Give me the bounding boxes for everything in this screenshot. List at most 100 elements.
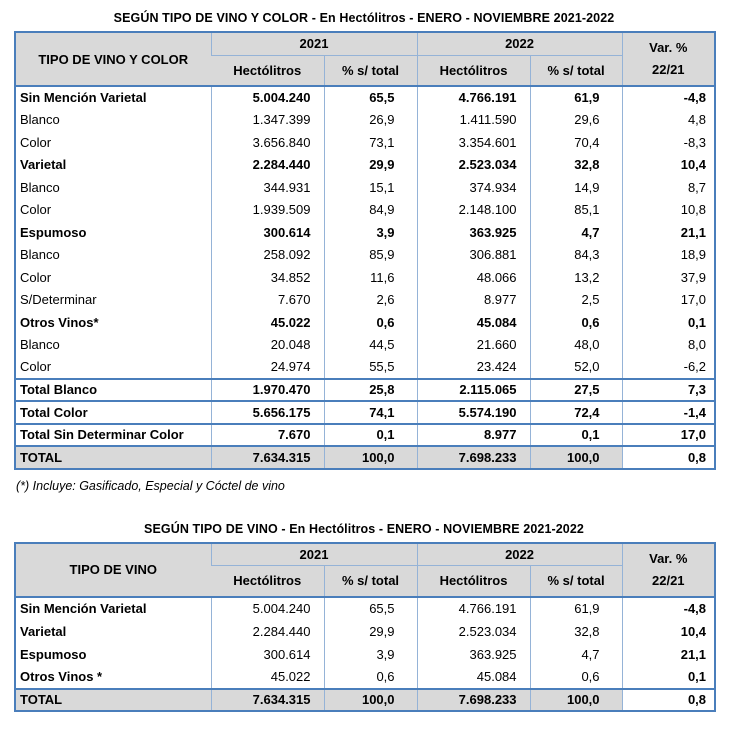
- table-row: Color 34.852 11,6 48.066 13,2 37,9: [15, 266, 716, 289]
- cell-pct-2021: 3,9: [323, 642, 418, 666]
- cell-pct-2022: 14,9: [529, 176, 623, 199]
- footnote: (*) Incluye: Gasificado, Especial y Cóct…: [16, 478, 285, 493]
- cell-pct-2021: 84,9: [323, 198, 418, 221]
- cell-pct-2022: 2,5: [529, 288, 623, 311]
- table-row: Blanco 1.347.399 26,9 1.411.590 29,6 4,8: [15, 108, 716, 131]
- table-row: Varietal 2.284.440 29,9 2.523.034 32,8 10,4: [15, 153, 716, 176]
- cell-var-22-21: 21,1: [621, 221, 716, 244]
- cell-pct-2021: 25,8: [323, 377, 418, 401]
- cell-hectolitros-2021: 1.347.399: [210, 108, 324, 131]
- cell-pct-2022: 84,3: [529, 243, 623, 266]
- table2-year-2022-header: 2022: [416, 542, 623, 566]
- cell-pct-2021: 29,9: [323, 153, 418, 176]
- cell-var-22-21: 0,1: [621, 311, 716, 334]
- table2-hectolitros-2022-header: Hectólitros: [416, 565, 531, 597]
- cell-hectolitros-2022: 363.925: [416, 642, 531, 666]
- cell-hectolitros-2022: 7.698.233: [416, 445, 531, 469]
- cell-var-22-21: -8,3: [621, 131, 716, 154]
- cell-hectolitros-2021: 5.004.240: [210, 86, 324, 109]
- cell-hectolitros-2021: 7.670: [210, 422, 324, 446]
- cell-pct-2022: 32,8: [529, 153, 623, 176]
- cell-hectolitros-2021: 2.284.440: [210, 619, 324, 643]
- row-label: Sin Mención Varietal: [15, 86, 211, 109]
- table-row: Otros Vinos* 45.022 0,6 45.084 0,6 0,1: [15, 311, 716, 334]
- cell-var-22-21: 0,1: [621, 665, 716, 689]
- cell-hectolitros-2022: 4.766.191: [416, 86, 531, 109]
- cell-pct-2022: 4,7: [529, 642, 623, 666]
- cell-var-22-21: 8,7: [621, 176, 716, 199]
- cell-hectolitros-2021: 344.931: [210, 176, 324, 199]
- cell-pct-2022: 27,5: [529, 377, 623, 401]
- table-row: Blanco 258.092 85,9 306.881 84,3 18,9: [15, 243, 716, 266]
- table-row: Espumoso 300.614 3,9 363.925 4,7 21,1: [15, 221, 716, 244]
- table-vino: TIPO DE VINO 2021 2022 Var. % 22/21 Hect…: [14, 541, 717, 712]
- cell-hectolitros-2022: 7.698.233: [416, 687, 531, 711]
- cell-var-22-21: 10,4: [621, 619, 716, 643]
- cell-pct-2021: 0,1: [323, 422, 418, 446]
- cell-pct-2021: 73,1: [323, 131, 418, 154]
- cell-pct-2021: 2,6: [323, 288, 418, 311]
- table-row: Varietal 2.284.440 29,9 2.523.034 32,8 10,4: [15, 619, 716, 643]
- table1-hectolitros-2022-header: Hectólitros: [416, 55, 531, 86]
- row-label: Color: [15, 356, 211, 379]
- row-label: TOTAL: [15, 687, 211, 711]
- cell-hectolitros-2022: 374.934: [416, 176, 531, 199]
- cell-pct-2021: 100,0: [323, 445, 418, 469]
- table2-title: SEGÚN TIPO DE VINO - En Hectólitros - EN…: [144, 521, 584, 536]
- cell-var-22-21: 0,8: [621, 445, 716, 469]
- cell-hectolitros-2021: 7.634.315: [210, 445, 324, 469]
- cell-hectolitros-2022: 4.766.191: [416, 596, 531, 620]
- var-header-line2: 22/21: [652, 572, 685, 588]
- cell-hectolitros-2021: 1.970.470: [210, 377, 324, 401]
- row-label: Color: [15, 266, 211, 289]
- table-row: Espumoso 300.614 3,9 363.925 4,7 21,1: [15, 642, 716, 666]
- table2-var-column-header: Var. % 22/21: [621, 542, 716, 597]
- table1-label-column-header: TIPO DE VINO Y COLOR: [15, 32, 211, 86]
- cell-pct-2022: 72,4: [529, 400, 623, 424]
- table-row: Total Color 5.656.175 74,1 5.574.190 72,4 -1,…: [15, 400, 716, 424]
- cell-hectolitros-2022: 48.066: [416, 266, 531, 289]
- row-label: Blanco: [15, 243, 211, 266]
- cell-pct-2021: 11,6: [323, 266, 418, 289]
- table2-pct-2022-header: % s/ total: [529, 565, 623, 597]
- cell-hectolitros-2021: 7.634.315: [210, 687, 324, 711]
- cell-pct-2021: 44,5: [323, 333, 418, 356]
- table1-year-2022-header: 2022: [416, 32, 623, 56]
- cell-hectolitros-2022: 45.084: [416, 311, 531, 334]
- table1-body: Sin Mención Varietal 5.004.240 65,5 4.766.1…: [15, 86, 716, 469]
- row-label: Blanco: [15, 176, 211, 199]
- row-label: Otros Vinos *: [15, 665, 211, 689]
- cell-pct-2022: 100,0: [529, 687, 623, 711]
- row-label: Total Sin Determinar Color: [15, 422, 211, 446]
- cell-var-22-21: 18,9: [621, 243, 716, 266]
- var-header-line1: Var. %: [649, 550, 688, 566]
- table-row: Sin Mención Varietal 5.004.240 65,5 4.766.1…: [15, 596, 716, 620]
- cell-hectolitros-2021: 3.656.840: [210, 131, 324, 154]
- table-row: Otros Vinos * 45.022 0,6 45.084 0,6 0,1: [15, 665, 716, 689]
- table1-title: SEGÚN TIPO DE VINO Y COLOR - En Hectólit…: [113, 11, 615, 25]
- row-label: Blanco: [15, 108, 211, 131]
- table1-year-2021-header: 2021: [210, 32, 418, 56]
- row-label: Blanco: [15, 333, 211, 356]
- cell-hectolitros-2022: 45.084: [416, 665, 531, 689]
- cell-var-22-21: 17,0: [621, 288, 716, 311]
- cell-pct-2022: 70,4: [529, 131, 623, 154]
- cell-hectolitros-2022: 2.115.065: [416, 377, 531, 401]
- cell-hectolitros-2021: 5.004.240: [210, 596, 324, 620]
- cell-var-22-21: 10,4: [621, 153, 716, 176]
- table-row: Color 24.974 55,5 23.424 52,0 -6,2: [15, 356, 716, 379]
- cell-hectolitros-2021: 1.939.509: [210, 198, 324, 221]
- var-header-line2: 22/21: [652, 62, 685, 77]
- cell-pct-2022: 85,1: [529, 198, 623, 221]
- table1-pct-2021-header: % s/ total: [323, 55, 418, 86]
- cell-hectolitros-2021: 24.974: [210, 356, 324, 379]
- cell-var-22-21: 21,1: [621, 642, 716, 666]
- cell-pct-2022: 13,2: [529, 266, 623, 289]
- table-row: Sin Mención Varietal 5.004.240 65,5 4.766.1…: [15, 86, 716, 109]
- cell-var-22-21: 7,3: [621, 377, 716, 401]
- cell-pct-2022: 0,6: [529, 665, 623, 689]
- cell-var-22-21: -1,4: [621, 400, 716, 424]
- cell-pct-2021: 15,1: [323, 176, 418, 199]
- row-label: Color: [15, 131, 211, 154]
- cell-pct-2021: 85,9: [323, 243, 418, 266]
